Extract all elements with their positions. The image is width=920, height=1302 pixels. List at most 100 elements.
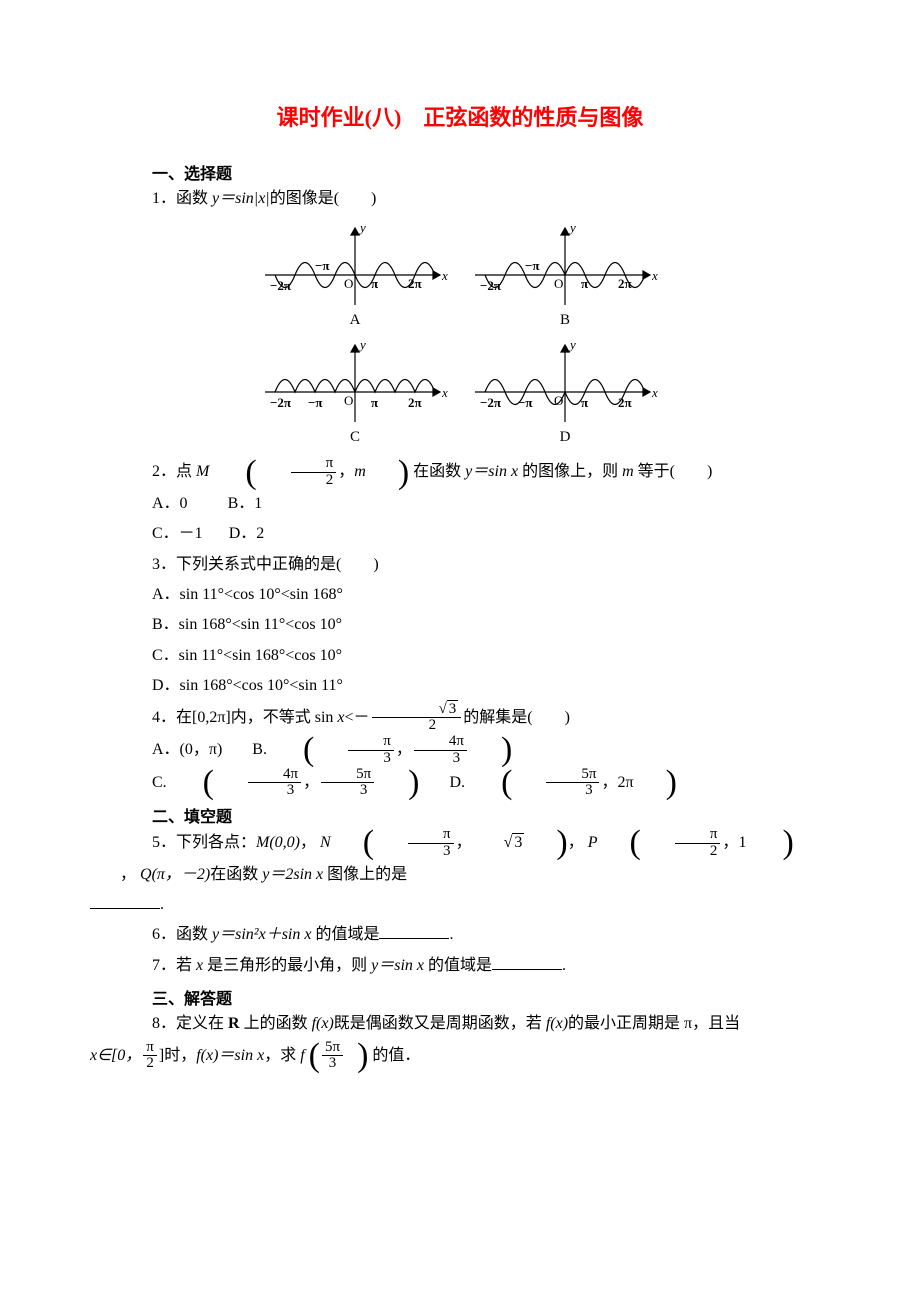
svg-text:y: y [358,220,366,235]
q2-optD: D．2 [229,525,265,542]
q8-c: 既是偶函数又是周期函数，若 [334,1015,546,1032]
q1-tail: 的图像是( ) [270,190,377,207]
q2-mid: 在函数 [413,463,465,480]
q4-frac: 32 [372,702,462,735]
q5-fn: y＝2sin x [262,866,323,883]
svg-text:2π: 2π [408,395,422,410]
q2-post: 的图像上，则 [518,463,622,480]
q6-pre: 6．函数 [152,926,212,943]
figure-B: yx O −2π −π π 2π B [470,220,660,329]
lparen-icon: ( [598,829,641,857]
q8-2b: ]时， [159,1047,196,1064]
q4-row2: C. ( 4π3，5π3 ) D. ( 5π3，2π ) [120,767,800,800]
q5-P: P [588,834,598,851]
q2-fn: y＝sin x [465,463,518,480]
q2-optB: B．1 [228,495,263,512]
question-5: 5．下列各点：M(0,0)， N(π3，3)， P(π2，1 )， Q(π，－2… [120,827,800,890]
question-1: 1．函数 y＝sin|x|的图像是( ) [120,184,800,214]
q3-C: C．sin 11°<sin 168°<cos 10° [120,641,800,671]
svg-text:π: π [371,395,378,410]
q2-pre: 2．点 [152,463,196,480]
svg-text:π: π [581,395,588,410]
lparen-icon: ( [271,736,314,764]
svg-text:2π: 2π [618,395,632,410]
q5-tail: 在函数 [210,866,262,883]
q5-blank-line: . [90,890,800,920]
q8-R: R [228,1015,240,1032]
svg-text:2π: 2π [618,276,632,291]
q2-m: m [354,463,366,480]
svg-text:x: x [441,385,448,400]
q7-pre: 7．若 [152,957,196,974]
q8-2d: 的值． [372,1047,420,1064]
section-fill: 二、填空题 [120,803,800,827]
graph-D: yx O −2π −π π 2π [470,337,660,427]
q3-A: A．sin 11°<cos 10°<sin 168° [120,580,800,610]
lparen-icon: ( [469,769,512,797]
section-choice: 一、选择题 [120,160,800,184]
graph-B: yx O −2π −π π 2π [470,220,660,310]
svg-text:−2π: −2π [480,395,501,410]
q4-row1: A．(0，π) B. ( π3，4π3 ) [120,734,800,767]
q8-d: 的最小正周期是 π，且当 [568,1015,740,1032]
svg-text:π: π [581,276,588,291]
rparen-icon: ) [524,829,567,857]
q5-blank [90,892,160,909]
q4-post: 的解集是( ) [463,709,570,726]
svg-text:O: O [344,276,353,291]
q5-period: . [160,896,164,913]
q8-2c: ，求 [264,1047,300,1064]
label-C: C [350,429,360,446]
q2-M: M [196,463,209,480]
q6-blank [379,922,449,939]
q4-C: C. [152,774,167,791]
q2-tail: 等于( ) [634,463,713,480]
q2-options-2: C．－1D．2 [120,519,800,549]
svg-text:x: x [651,268,658,283]
q8-half: π2 [143,1040,157,1073]
q2-frac: π2 [291,456,337,489]
q2-mvar: m [622,463,634,480]
q8-b: 上的函数 [240,1015,312,1032]
label-D: D [560,429,571,446]
q1-fn: y＝sin|x| [212,190,270,207]
q8-fx2: f(x) [546,1015,568,1032]
rparen-icon: ) [469,736,512,764]
svg-text:x: x [441,268,448,283]
lparen-icon: ( [309,1042,320,1070]
graph-C: yx O −2π −π π 2π [260,337,450,427]
q5-N: N [320,834,331,851]
question-4: 4．在[0,2π]内，不等式 sin x<－32的解集是( ) [120,702,800,735]
svg-text:y: y [568,220,576,235]
svg-text:y: y [568,337,576,352]
svg-text:2π: 2π [408,276,422,291]
question-7: 7．若 x 是三角形的最小角，则 y＝sin x 的值域是. [120,951,800,981]
figure-A: yx O −2π −π π 2π A [260,220,450,329]
question-2: 2．点 M ( π2，m ) 在函数 y＝sin x 的图像上，则 m 等于( … [120,456,800,489]
q4-pre: 4．在[0,2π]内，不等式 sin [152,709,337,726]
svg-text:−π: −π [315,258,330,273]
q3-B: B．sin 168°<sin 11°<cos 10° [120,610,800,640]
q7-fn: y＝sin x [371,957,424,974]
rparen-icon: ) [366,459,409,487]
q4-lt: <－ [345,709,370,726]
q5-M: M(0,0) [256,834,300,851]
q4-x: x [337,709,344,726]
q1-text: 1．函数 [152,190,212,207]
graph-A: yx O −2π −π π 2π [260,220,450,310]
rparen-icon: ) [750,829,793,857]
lparen-icon: ( [213,459,256,487]
rparen-icon: ) [376,769,419,797]
q6-post: 的值域是 [311,926,379,943]
svg-text:O: O [554,393,563,408]
q8-a: 8．定义在 [152,1015,228,1032]
q4-A: A．(0，π) [152,741,222,758]
q2-optA: A．0 [152,495,188,512]
svg-text:−π: −π [525,258,540,273]
q4-D: D. [450,774,466,791]
lparen-icon: ( [331,829,374,857]
question-8-line1: 8．定义在 R 上的函数 f(x)既是偶函数又是周期函数，若 f(x)的最小正周… [120,1009,800,1039]
svg-text:−2π: −2π [270,278,291,293]
q7-period: . [562,957,566,974]
svg-text:y: y [358,337,366,352]
